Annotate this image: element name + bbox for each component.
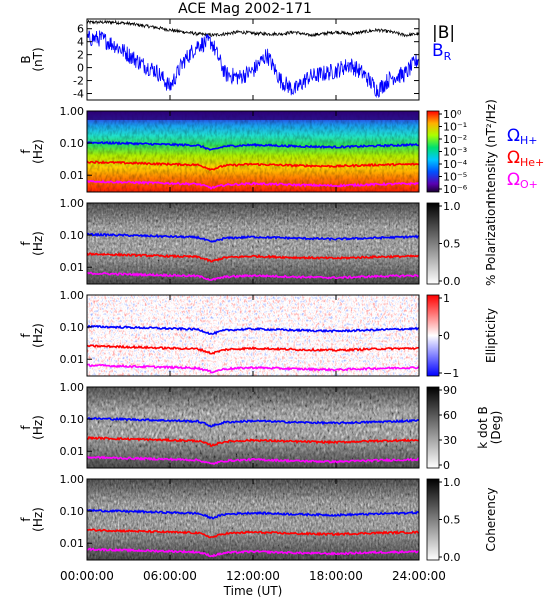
- panel-intensity: f(Hz) 1.00 0.10 0.01 10⁰10⁻¹10⁻²10⁻³10⁻⁴10⁻⁵…: [19, 99, 544, 204]
- colorbar-label: Intensity (nT²/Hz): [484, 99, 498, 204]
- y-axis-label: f(Hz): [19, 507, 45, 532]
- colorbar-tick-label: 10⁻²: [443, 133, 467, 146]
- y-tick-label: 0.01: [60, 537, 85, 550]
- y-tick-label: 0: [77, 62, 84, 75]
- gyro-legend-item: ΩH+: [507, 126, 538, 147]
- spectrogram-texture: [87, 295, 419, 376]
- x-tick-label: 06:00:00: [143, 569, 197, 583]
- colorbar-tick-label: 1.0: [443, 200, 461, 213]
- colorbar-tick-label: 0.5: [443, 514, 461, 527]
- y-tick-label: 0.01: [60, 445, 85, 458]
- colorbar: [426, 386, 440, 469]
- gyrofrequency-he-plus: [87, 252, 419, 263]
- gyrofrequency-o-plus: [87, 455, 419, 466]
- y-tick-label: 0.10: [60, 505, 85, 518]
- series-b-radial: [87, 30, 419, 99]
- colorbar-tick-label: 90: [443, 384, 457, 397]
- x-axis-label: Time (UT): [223, 584, 283, 598]
- gyrofrequency-he-plus: [87, 344, 419, 355]
- y-tick-label: 0.10: [60, 413, 85, 426]
- colorbar: [426, 110, 440, 193]
- x-tick-label: 18:00:00: [309, 569, 363, 583]
- colorbar-tick-label: 1.0: [443, 476, 461, 489]
- colorbar-label: Coherency: [484, 487, 498, 551]
- colorbar-tick-label: −1: [443, 367, 459, 380]
- y-tick-label: 2: [77, 49, 84, 62]
- y-tick-label: 0.01: [60, 353, 85, 366]
- colorbar-tick-label: 30: [443, 434, 457, 447]
- panel-coherency: f(Hz) 1.00 0.10 0.01 1.0 0.5 0.0 Coherency: [19, 473, 498, 564]
- x-axis: 00:00:00 06:00:00 12:00:00 18:00:00 24:00:00…: [60, 569, 446, 598]
- colorbar-label: k dot B(Deg): [476, 406, 503, 448]
- y-tick-label: -4: [73, 88, 84, 101]
- gyrofrequency-h-plus: [87, 324, 419, 336]
- gyrofrequency-he-plus: [87, 160, 419, 171]
- y-axis-label: f(Hz): [19, 415, 45, 440]
- y-tick-label: 1.00: [60, 105, 85, 118]
- colorbar: [426, 202, 440, 285]
- colorbar: [426, 478, 440, 561]
- legend-b-magnitude: |B|: [432, 23, 455, 43]
- gyrofrequency-o-plus: [87, 271, 419, 282]
- y-tick-label: 0.01: [60, 261, 85, 274]
- gyrofrequency-o-plus: [87, 363, 419, 374]
- gyrofrequency-h-plus: [87, 416, 419, 428]
- colorbar-tick-label: 0.5: [443, 238, 461, 251]
- panel-kdotb: f(Hz) 1.00 0.10 0.01 90 60 30 0 k dot B(Deg): [19, 381, 503, 472]
- y-tick-label: 1.00: [60, 381, 85, 394]
- chart-title: ACE Mag 2002-171: [178, 1, 312, 17]
- y-tick-label: 1.00: [60, 197, 85, 210]
- y-axis-label: f(Hz): [19, 139, 45, 164]
- series-b-magnitude: [87, 19, 419, 38]
- colorbar-label: % Polarization: [484, 201, 498, 286]
- legend-b-radial: BR: [432, 41, 452, 63]
- gyro-legend-item: ΩHe+: [507, 148, 544, 169]
- colorbar-tick-label: 1: [443, 292, 450, 305]
- panel-ellipticity: f(Hz) 1.00 0.10 0.01 1 0 −1 Ellipticity: [19, 289, 498, 380]
- colorbar-tick-label: 0.0: [443, 275, 461, 288]
- panel-polarization: f(Hz) 1.00 0.10 0.01 1.0 0.5 0.0 % Polarization: [19, 197, 498, 288]
- y-axis-label: f(Hz): [19, 323, 45, 348]
- y-tick-label: 0.10: [60, 229, 85, 242]
- gyrofrequency-h-plus: [87, 508, 419, 520]
- y-axis-label: f(Hz): [19, 231, 45, 256]
- colorbar-tick-label: 0: [443, 330, 450, 343]
- spectrogram-shade: [87, 203, 419, 284]
- colorbar: [426, 294, 440, 377]
- y-axis-label: B(nT): [19, 47, 45, 71]
- colorbar-tick-label: 0: [443, 459, 450, 472]
- y-tick-label: 0.10: [60, 321, 85, 334]
- y-tick-label: 6: [77, 23, 84, 36]
- gyrofrequency-o-plus: [87, 547, 419, 558]
- y-tick-label: 4: [77, 36, 84, 49]
- gyro-legend-item: ΩO+: [507, 170, 538, 191]
- y-tick-label: 0.10: [60, 137, 85, 150]
- colorbar-tick-label: 10⁻¹: [443, 121, 467, 134]
- colorbar-tick-label: 10⁻⁴: [443, 158, 468, 171]
- colorbar-tick-label: 0.0: [443, 551, 461, 564]
- colorbar-tick-label: 60: [443, 409, 457, 422]
- gyrofrequency-h-plus: [87, 232, 419, 243]
- spectrogram-shade: [87, 479, 419, 560]
- y-tick-label: 0.01: [60, 169, 85, 182]
- gyrofrequency-o-plus: [87, 179, 419, 190]
- colorbar-tick-label: 10⁻⁶: [443, 183, 468, 196]
- y-tick-label: -2: [73, 75, 84, 88]
- colorbar-tick-label: 10⁻³: [443, 146, 467, 159]
- colorbar-tick-label: 10⁻⁵: [443, 171, 467, 184]
- y-tick-label: 1.00: [60, 473, 85, 486]
- y-tick-label: 1.00: [60, 289, 85, 302]
- gyrofrequency-he-plus: [87, 435, 419, 448]
- x-tick-label: 00:00:00: [60, 569, 114, 583]
- spectrogram-texture: [87, 111, 419, 192]
- x-tick-label: 24:00:00: [392, 569, 446, 583]
- x-tick-label: 12:00:00: [226, 569, 280, 583]
- colorbar-label: Ellipticity: [484, 308, 498, 363]
- spectrogram-shade: [87, 387, 419, 468]
- gyrofrequency-he-plus: [87, 528, 419, 539]
- colorbar-tick-label: 10⁰: [443, 108, 462, 121]
- gyrofrequency-h-plus: [87, 140, 419, 151]
